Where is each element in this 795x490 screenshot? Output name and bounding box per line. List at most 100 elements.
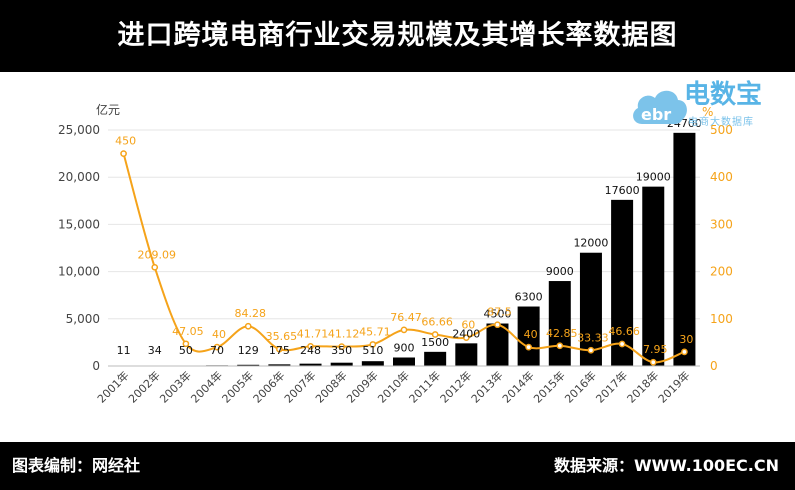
growth-rate-point: [556, 342, 564, 350]
growth-rate-label: 40: [524, 328, 538, 341]
logo-mark-text: ebr: [641, 105, 671, 124]
growth-rate-point: [338, 343, 346, 350]
growth-rate-point: [151, 263, 159, 271]
combo-chart: 0 5,000 10,000 15,000 20,000 25,000 0 100 200 300…: [58, 102, 733, 406]
bar-value-label: 6300: [515, 291, 543, 304]
growth-rate-point: [494, 321, 501, 329]
bar: [268, 364, 291, 366]
x-tick-label: 2008年: [312, 368, 349, 405]
x-tick-label: 2006年: [250, 368, 287, 405]
growth-rate-point: [120, 150, 127, 157]
growth-rate-label: 42.85: [546, 327, 578, 340]
y-left-tick-label: 25,000: [58, 123, 100, 137]
bar: [393, 357, 415, 366]
bar-value-label: 175: [269, 344, 290, 357]
bar-value-label: 129: [238, 344, 259, 357]
growth-rate-label: 60: [461, 319, 475, 332]
bar-value-label: 2400: [452, 327, 480, 340]
bar-value-label: 9000: [546, 265, 574, 278]
growth-rate-point: [400, 326, 408, 334]
footer-bar: 图表编制：网经社 数据来源：WWW.100EC.CN: [0, 442, 795, 490]
x-tick-label: 2016年: [562, 368, 599, 405]
growth-rate-label: 76.47: [390, 311, 422, 324]
growth-rate-label: 66.66: [421, 316, 453, 329]
growth-rate-label: 450: [115, 135, 136, 148]
growth-rate-label: 30: [679, 333, 693, 346]
growth-rate-label: 47.05: [172, 325, 204, 338]
growth-rate-label: 45.71: [359, 325, 391, 338]
bar-value-label: 1500: [421, 336, 449, 349]
bar: [517, 306, 540, 366]
x-tick-label: 2005年: [219, 368, 256, 405]
y-left-tick-label: 5,000: [66, 312, 100, 326]
growth-rate-point: [244, 322, 252, 330]
bar: [424, 351, 447, 366]
y-right-tick-label: 100: [710, 312, 733, 326]
y-right-unit: %: [702, 105, 713, 119]
bar: [673, 132, 696, 366]
x-tick-label: 2017年: [593, 368, 630, 405]
bar-value-label: 900: [394, 342, 415, 355]
bar: [548, 281, 571, 366]
bar-value-label: 19000: [636, 171, 671, 184]
y-right-tick-label: 500: [710, 123, 733, 137]
logo-name: 电数宝: [684, 80, 763, 110]
growth-rate-point: [369, 341, 377, 348]
bar: [237, 364, 260, 366]
logo-subtitle: 电商大数据库: [688, 117, 754, 128]
y-left-tick-label: 15,000: [58, 217, 100, 231]
bar-value-label: 248: [300, 344, 321, 357]
growth-rate-point: [182, 340, 190, 348]
x-tick-label: 2002年: [125, 368, 162, 405]
growth-rate-label: 87.5: [487, 306, 512, 319]
y-left-tick-label: 10,000: [58, 265, 100, 279]
bar-value-label: 50: [179, 344, 193, 357]
growth-rate-label: 46.66: [608, 325, 640, 338]
growth-rate-point: [649, 358, 657, 366]
x-tick-label: 2013年: [468, 368, 505, 405]
y-right-tick-label: 300: [710, 217, 733, 231]
x-tick-label: 2010年: [375, 368, 412, 405]
x-tick-label: 2007年: [281, 368, 318, 405]
bar-value-label: 12000: [573, 237, 608, 250]
bar: [579, 252, 602, 366]
growth-rate-point: [525, 343, 532, 351]
x-tick-label: 2003年: [157, 368, 194, 405]
growth-rate-label: 84.28: [234, 307, 266, 320]
logo: ebr 电数宝 电商大数据库: [628, 80, 788, 140]
growth-rate-point: [307, 342, 314, 350]
y-right-tick-label: 400: [710, 170, 733, 184]
growth-rate-label: 41.12: [328, 328, 360, 341]
growth-rate-point: [431, 331, 439, 338]
growth-rate-point: [618, 340, 626, 348]
growth-rate-label: 35.65: [266, 330, 298, 343]
x-tick-label: 2004年: [188, 368, 225, 405]
bar-value-label: 17600: [605, 184, 640, 197]
y-left-unit: 亿元: [96, 102, 120, 117]
bar-value-label: 34: [148, 344, 162, 357]
growth-rate-point: [681, 348, 688, 356]
x-tick-label: 2019年: [655, 368, 692, 405]
y-left-tick-label: 0: [92, 359, 100, 373]
header-bar: 进口跨境电商行业交易规模及其增长率数据图: [0, 0, 795, 72]
x-tick-label: 2015年: [530, 368, 567, 405]
growth-rate-label: 41.71: [297, 327, 329, 340]
bar-value-label: 70: [210, 344, 224, 357]
y-right-tick-label: 200: [710, 265, 733, 279]
x-tick-label: 2009年: [343, 368, 380, 405]
bar-value-label: 350: [331, 344, 352, 357]
growth-rate-point: [276, 345, 283, 353]
page-title: 进口跨境电商行业交易规模及其增长率数据图: [117, 20, 678, 51]
growth-rate-label: 40: [212, 328, 226, 341]
bar: [330, 362, 353, 366]
bar: [486, 323, 509, 366]
bar: [361, 361, 384, 366]
y-right-tick-label: 0: [710, 359, 718, 373]
footer-credit: 图表编制：网经社: [12, 456, 141, 475]
cloud-logo-icon: ebr: [633, 90, 687, 124]
x-tick-label: 2011年: [406, 368, 443, 405]
bar-value-label: 4500: [483, 308, 511, 321]
x-tick-label: 2012年: [437, 368, 474, 405]
growth-rate-label: 209.09: [137, 248, 176, 261]
